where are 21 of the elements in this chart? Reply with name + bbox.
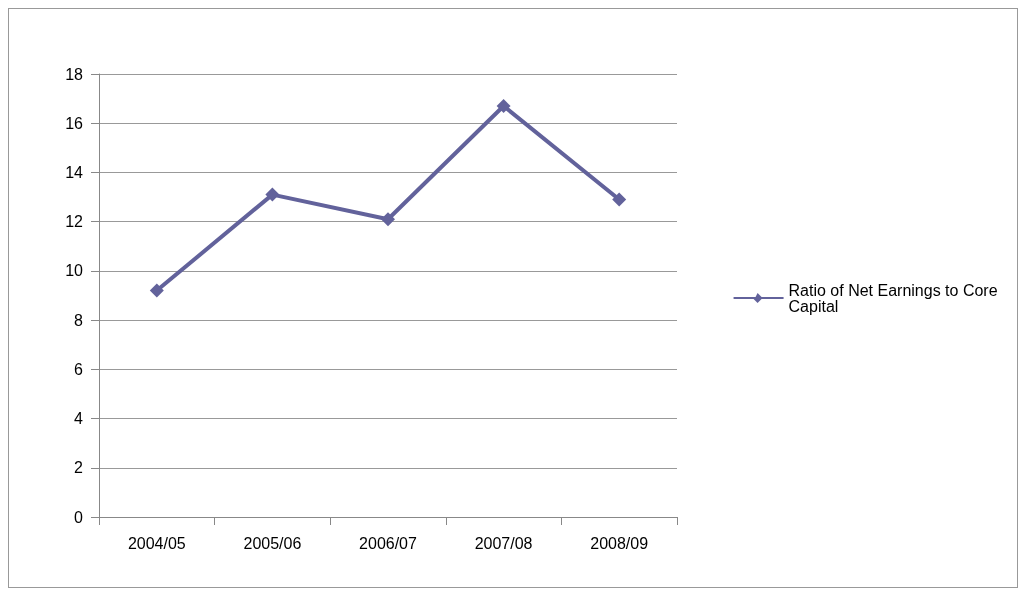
y-tick-label: 16 xyxy=(65,114,84,132)
y-tick-label: 0 xyxy=(74,508,84,526)
y-tick-label: 12 xyxy=(65,213,84,231)
x-tick-label: 2008/09 xyxy=(590,534,649,552)
point xyxy=(612,192,627,207)
point xyxy=(381,212,395,227)
y-tick-label: 18 xyxy=(65,65,84,83)
point xyxy=(496,98,511,113)
x-tick-label: 2007/08 xyxy=(474,534,533,552)
point xyxy=(265,187,280,202)
y-tick-label: 14 xyxy=(65,163,84,181)
legend-label: Ratio of Net Earnings to Core Capital xyxy=(788,281,1002,315)
point xyxy=(149,283,164,298)
y-tick-label: 2 xyxy=(74,459,84,477)
x-tick-label: 2005/06 xyxy=(243,534,302,552)
y-tick-label: 8 xyxy=(74,311,84,329)
x-tick-label: 2006/07 xyxy=(359,534,418,552)
x-tick-label: 2004/05 xyxy=(127,534,186,552)
y-tick-label: 4 xyxy=(74,410,84,428)
y-tick-label: 10 xyxy=(65,262,84,280)
y-tick-label: 6 xyxy=(74,360,84,378)
